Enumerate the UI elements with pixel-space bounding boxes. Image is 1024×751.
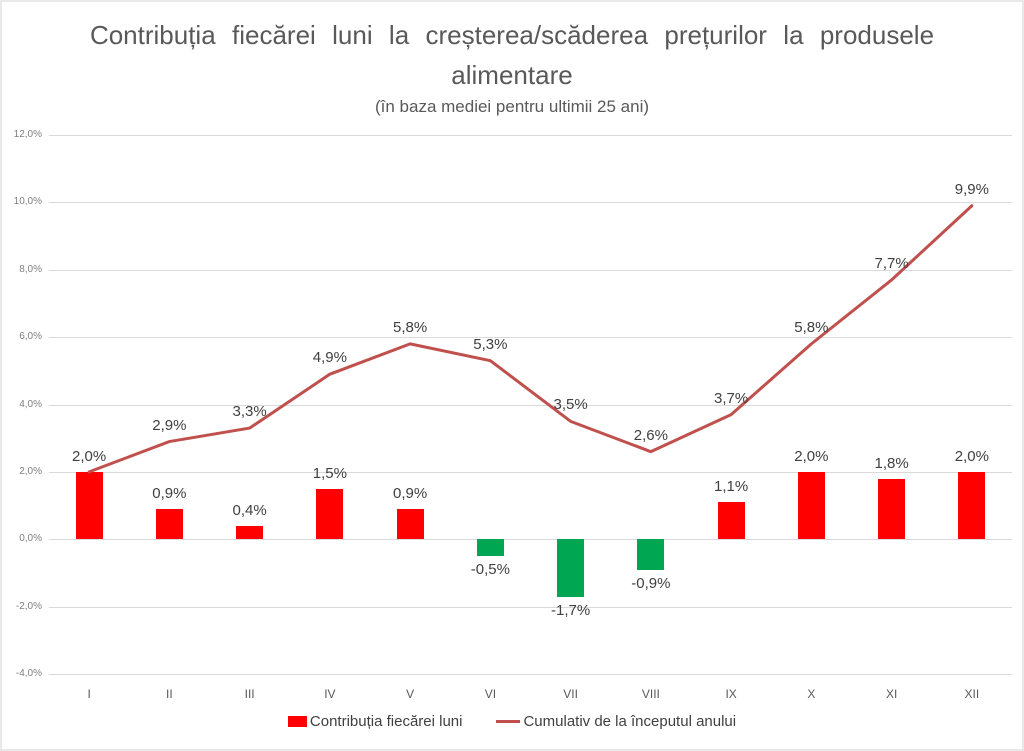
- legend-item-monthly-contribution: Contribuția fiecărei luni: [287, 713, 463, 730]
- y-axis-tick-label: 2,0%: [19, 465, 42, 477]
- gridline: [49, 471, 1012, 473]
- x-axis-label: X: [807, 687, 816, 701]
- x-axis-label: IV: [324, 687, 336, 701]
- x-axis-label: XI: [885, 687, 898, 701]
- gridline: [49, 135, 1012, 136]
- gridline: [49, 269, 1012, 271]
- plot-area: 12,0% 10,0% 8,0% 6,0% 4,0% 2,0% 0,0% -2,0% -4,0%…: [14, 129, 1012, 701]
- x-axis-label: VI: [484, 687, 497, 701]
- y-axis-tick-label: -4,0%: [15, 668, 42, 679]
- y-axis-tick-label: 6,0%: [19, 331, 42, 343]
- bar: [316, 488, 344, 540]
- bar-value-label: 0,4%: [232, 501, 267, 519]
- bar: [557, 539, 585, 597]
- y-axis-tick-label: 0,0%: [19, 533, 42, 545]
- bar-value-label: -0,5%: [470, 561, 510, 579]
- line-value-label: 3,5%: [553, 396, 588, 414]
- x-axis-label: VIII: [641, 687, 660, 701]
- line-series-swatch-icon: [496, 720, 521, 723]
- bar-value-label: 2,0%: [954, 447, 989, 465]
- line-value-label: 3,3%: [232, 403, 267, 421]
- y-axis-tick-label: 4,0%: [19, 398, 42, 410]
- bar-value-label: 1,5%: [312, 464, 347, 482]
- x-axis-label: IX: [725, 687, 737, 701]
- x-axis-label: II: [166, 687, 173, 701]
- bar-series-swatch-icon: [287, 716, 307, 727]
- bar: [717, 502, 745, 540]
- x-axis-label: I: [87, 687, 91, 701]
- bar: [797, 471, 825, 540]
- line-value-label: 2,6%: [633, 426, 668, 444]
- line-value-label: 9,9%: [954, 180, 989, 198]
- y-axis-tick-label: 8,0%: [19, 263, 42, 275]
- bar: [878, 478, 906, 540]
- bar: [637, 539, 665, 570]
- gridline: [49, 202, 1012, 204]
- line-value-label: 7,7%: [874, 254, 909, 272]
- line-value-label: 5,3%: [473, 335, 508, 353]
- line-value-label: 5,8%: [794, 318, 829, 336]
- bar: [236, 525, 264, 540]
- y-axis-tick-label: 10,0%: [13, 196, 42, 208]
- bar: [396, 508, 424, 540]
- bar-value-label: 2,0%: [794, 447, 829, 465]
- bar: [476, 539, 504, 557]
- bar-value-label: 2,0%: [72, 447, 107, 465]
- bar: [155, 508, 183, 540]
- line-value-label: 5,8%: [393, 318, 428, 336]
- line-value-label: 3,7%: [714, 389, 749, 407]
- x-axis-label: XII: [964, 687, 980, 701]
- bar-value-label: 1,1%: [714, 478, 749, 496]
- gridline: [49, 674, 1012, 675]
- gridline: [49, 539, 1012, 541]
- bar-value-label: -0,9%: [631, 574, 671, 592]
- cumulative-line: [87, 204, 974, 474]
- gridline: [49, 606, 1012, 608]
- legend: Contribuția fiecărei luni Cumulativ de l…: [2, 713, 1022, 730]
- x-axis-label: V: [406, 687, 415, 701]
- bar-value-label: -1,7%: [551, 601, 591, 619]
- bar-value-label: 1,8%: [874, 454, 909, 472]
- legend-label-monthly-contribution: Contribuția fiecărei luni: [309, 713, 463, 730]
- bar: [75, 471, 103, 540]
- line-value-label: 2,9%: [152, 416, 187, 434]
- gridline: [49, 337, 1012, 339]
- y-axis-tick-label: 12,0%: [13, 129, 42, 140]
- bar-value-label: 0,9%: [152, 484, 187, 502]
- chart-title: Contribuția fiecărei luni la creșterea/s…: [89, 20, 935, 90]
- legend-item-cumulative: Cumulativ de la începutul anului: [496, 713, 736, 730]
- bar: [958, 471, 986, 540]
- legend-label-cumulative: Cumulativ de la începutul anului: [523, 713, 737, 730]
- chart-subtitle: (în baza mediei pentru ultimii 25 ani): [374, 97, 650, 116]
- x-axis-label: VII: [563, 687, 578, 701]
- x-axis-label: III: [244, 687, 255, 701]
- bar-value-label: 0,9%: [393, 484, 428, 502]
- gridline: [49, 404, 1012, 406]
- y-axis-tick-label: -2,0%: [15, 600, 42, 612]
- line-value-label: 4,9%: [312, 349, 347, 367]
